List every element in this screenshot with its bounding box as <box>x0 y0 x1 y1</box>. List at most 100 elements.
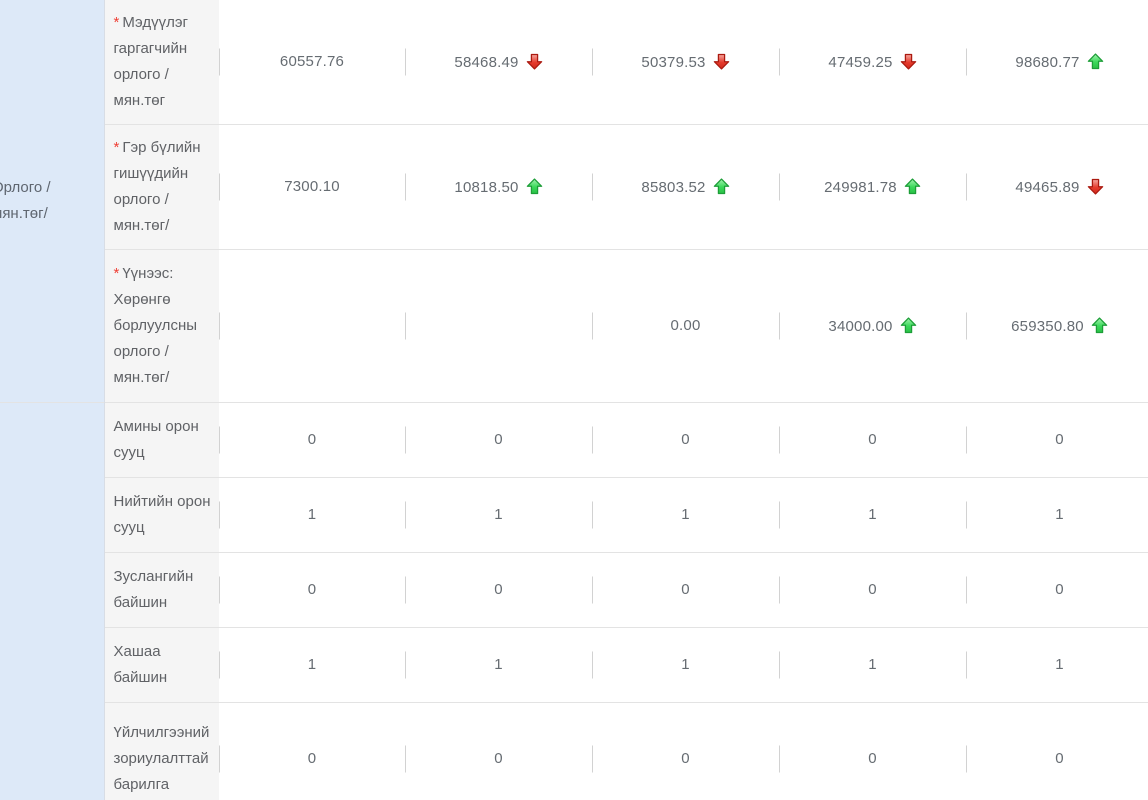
value-cell: 0 <box>219 402 405 478</box>
trend-up-icon <box>900 316 916 333</box>
row-label: Мэдүүлэг гаргагчийн орлого / мян.төг <box>113 14 188 109</box>
cell-value: 1 <box>868 506 877 523</box>
value-cell: 0 <box>405 702 592 800</box>
value-cell: 1 <box>405 627 592 703</box>
cell-value: 34000.00 <box>828 317 893 335</box>
value-cell: 0 <box>779 402 966 478</box>
cell-value: 0 <box>868 431 877 448</box>
cell-value: 85803.52 <box>641 178 706 196</box>
cell-value: 98680.77 <box>1015 53 1080 71</box>
row-label: Амины орон сууц <box>113 418 199 461</box>
trend-down-icon <box>713 53 729 70</box>
row-label-cell: *Хашаа байшин <box>104 627 219 703</box>
value-cell: 0 <box>592 402 779 478</box>
value-cell: 0 <box>966 552 1148 628</box>
row-label: Зуслангийн байшин <box>113 568 194 611</box>
value-cell: 0 <box>779 552 966 628</box>
value-cell: 1 <box>779 627 966 703</box>
row-label-cell: *Нийтийн орон сууц <box>104 477 219 553</box>
cell-value: 47459.25 <box>828 53 893 71</box>
value-cell: 0 <box>219 552 405 628</box>
cell-value: 60557.76 <box>279 53 345 70</box>
value-cell: 49465.89 <box>966 124 1148 250</box>
required-asterisk: * <box>113 139 120 156</box>
row-label-cell: * Үүнээс: Хөрөнгө борлуулсны орлого / мян… <box>104 249 219 403</box>
trend-down-icon <box>1087 178 1103 195</box>
value-cell: 60557.76 <box>219 0 405 125</box>
cell-value: 7300.10 <box>284 178 340 195</box>
value-cell: 0 <box>779 702 966 800</box>
cell-value: 0 <box>681 431 690 448</box>
value-cell: 1 <box>219 627 405 703</box>
trend-up-icon <box>1087 52 1103 69</box>
value-cell: 1 <box>966 627 1148 703</box>
value-cell <box>219 249 405 403</box>
income-group-cell: Орлого / мян.төг/ <box>0 0 105 403</box>
value-cell: 659350.80 <box>966 249 1148 403</box>
trend-down-icon <box>900 53 916 70</box>
value-cell: 47459.25 <box>779 0 966 125</box>
row-label: Нийтийн орон сууц <box>113 493 211 536</box>
cell-value: 249981.78 <box>824 178 897 196</box>
value-cell: 34000.00 <box>779 249 966 403</box>
cell-value: 58468.49 <box>454 53 519 71</box>
cell-value: 0 <box>494 431 503 448</box>
cell-value: 0 <box>1055 581 1064 598</box>
value-cell <box>405 249 592 403</box>
trend-up-icon <box>526 177 542 194</box>
value-cell: 249981.78 <box>779 124 966 250</box>
value-cell: 0 <box>219 702 405 800</box>
value-cell: 85803.52 <box>592 124 779 250</box>
value-cell: 1 <box>405 477 592 553</box>
cell-value: 0.00 <box>670 317 701 334</box>
value-cell: 1 <box>592 477 779 553</box>
row-label: Гэр бүлийн гишүүдийн орлого / мян.төг/ <box>113 139 201 234</box>
value-cell: 0 <box>966 702 1148 800</box>
value-cell: 1 <box>592 627 779 703</box>
cell-value: 0 <box>494 749 503 767</box>
value-cell: 0 <box>405 552 592 628</box>
trend-down-icon <box>526 53 542 70</box>
cell-value: 0 <box>681 749 690 767</box>
cell-value: 0 <box>868 581 877 598</box>
value-cell: 1 <box>219 477 405 553</box>
cell-value: 1 <box>1055 506 1064 523</box>
cell-value: 50379.53 <box>641 53 706 71</box>
required-asterisk: * <box>113 14 120 31</box>
value-cell: 0 <box>405 402 592 478</box>
row-label: Үйлчилгээний зориулалттай барилга <box>113 723 210 793</box>
row-label-cell: * Гэр бүлийн гишүүдийн орлого / мян.төг/ <box>104 124 219 250</box>
cell-value: 1 <box>307 506 317 523</box>
value-cell: 98680.77 <box>966 0 1148 125</box>
cell-value: 0 <box>494 581 503 598</box>
cell-value: 0 <box>307 431 317 448</box>
value-cell: 0 <box>966 402 1148 478</box>
income-group-label: Орлого / мян.төг/ <box>0 179 51 222</box>
trend-up-icon <box>904 177 921 194</box>
value-cell: 50379.53 <box>592 0 779 125</box>
cell-value: 0 <box>307 749 317 767</box>
cell-value: 0 <box>1055 431 1064 448</box>
value-cell: 58468.49 <box>405 0 592 125</box>
row-label-cell: * Мэдүүлэг гаргагчийн орлого / мян.төг <box>104 0 219 125</box>
value-cell: 10818.50 <box>405 124 592 250</box>
row-label: Хашаа байшин <box>113 643 168 686</box>
row-label: Үүнээс: Хөрөнгө борлуулсны орлого / мян.… <box>113 265 198 386</box>
value-cell: 7300.10 <box>219 124 405 250</box>
buildings-group-cell <box>0 402 105 800</box>
required-asterisk: * <box>113 265 120 282</box>
row-label-cell: *Амины орон сууц <box>104 402 219 478</box>
value-cell: 1 <box>779 477 966 553</box>
value-cell: 1 <box>966 477 1148 553</box>
value-cell: 0 <box>592 702 779 800</box>
cell-value: 659350.80 <box>1011 317 1084 335</box>
cell-value: 1 <box>494 506 503 523</box>
value-cell: 0.00 <box>592 249 779 403</box>
cell-value: 49465.89 <box>1015 178 1080 196</box>
cell-value: 1 <box>868 656 877 673</box>
cell-value: 1 <box>681 506 690 523</box>
cell-value: 1 <box>1055 656 1064 673</box>
cell-value: 0 <box>1055 749 1064 767</box>
